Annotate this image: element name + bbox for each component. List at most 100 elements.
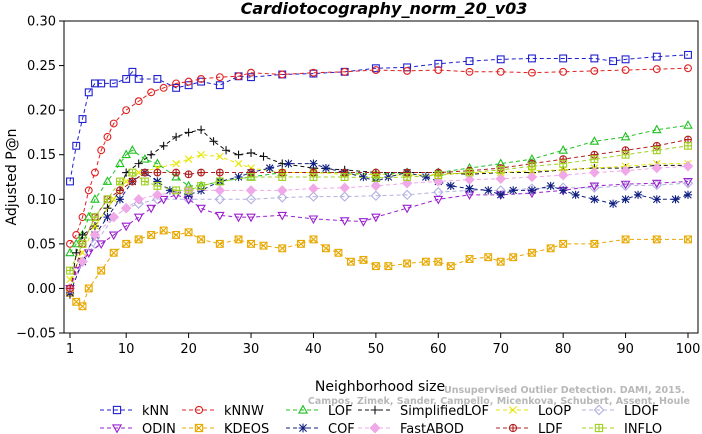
data-point	[66, 284, 74, 293]
data-point	[621, 195, 630, 204]
data-point	[146, 204, 157, 214]
data-point	[184, 128, 193, 137]
x-tick-label: 70	[492, 342, 509, 357]
data-point	[403, 259, 412, 268]
data-point	[340, 67, 349, 76]
data-point	[484, 253, 493, 262]
data-point	[496, 165, 505, 174]
data-point	[84, 186, 93, 195]
data-point	[527, 68, 536, 77]
data-point	[109, 195, 118, 204]
data-point	[590, 155, 599, 164]
data-point	[496, 55, 505, 64]
x-tick-label: 10	[118, 342, 135, 357]
legend-swatch-marker	[194, 405, 204, 415]
data-point	[127, 145, 138, 154]
data-point	[184, 155, 193, 163]
data-point	[91, 168, 99, 177]
data-point	[339, 217, 350, 226]
legend-label: SimplifiedLOF	[400, 404, 489, 419]
data-point	[72, 141, 81, 150]
data-point	[78, 239, 87, 248]
data-point	[370, 180, 382, 192]
data-point	[133, 194, 144, 205]
legend-swatch-marker	[194, 423, 204, 433]
data-point	[246, 148, 256, 158]
data-point	[308, 191, 319, 202]
data-point	[496, 257, 505, 266]
series-layer	[64, 50, 694, 311]
data-point	[278, 244, 287, 253]
data-point	[278, 173, 287, 181]
legend-label: LOF	[328, 404, 353, 419]
data-point	[122, 106, 131, 115]
data-point	[684, 64, 692, 73]
series-FastABOD	[64, 161, 694, 294]
data-point	[682, 178, 694, 189]
data-point	[527, 54, 536, 63]
data-point	[559, 54, 568, 63]
y-tick-label: 0.25	[27, 59, 56, 74]
series-line	[69, 129, 688, 295]
data-point	[234, 159, 243, 168]
data-point	[683, 120, 693, 129]
data-point	[557, 170, 569, 181]
data-point	[140, 153, 150, 163]
data-point	[122, 74, 131, 83]
x-tick-label: 50	[368, 342, 385, 357]
data-point	[652, 52, 661, 61]
data-point	[434, 171, 443, 180]
data-point	[120, 203, 132, 214]
data-point	[66, 177, 74, 186]
data-point	[109, 79, 118, 88]
data-point	[321, 244, 330, 253]
series-line	[69, 67, 689, 245]
data-point	[590, 54, 599, 63]
data-point	[234, 150, 243, 159]
data-point	[172, 132, 181, 141]
data-point	[78, 302, 87, 311]
data-point	[78, 115, 87, 124]
legend-label: kNN	[142, 404, 169, 419]
data-point	[339, 182, 350, 193]
data-point	[121, 222, 132, 232]
data-point	[621, 150, 630, 159]
data-point	[115, 177, 124, 186]
data-point	[215, 239, 224, 248]
data-point	[527, 248, 536, 257]
data-point	[384, 262, 393, 271]
data-point	[128, 177, 137, 186]
data-point	[152, 158, 163, 168]
data-point	[434, 257, 443, 266]
data-point	[652, 195, 661, 204]
legend-item: KDEOS	[182, 422, 269, 434]
data-point	[346, 257, 355, 266]
series-line	[69, 165, 689, 289]
data-point	[559, 67, 568, 76]
data-point	[90, 194, 100, 203]
legend-swatch-marker	[509, 406, 517, 414]
series-line	[69, 182, 689, 289]
data-point	[371, 66, 380, 74]
data-point	[309, 159, 318, 168]
data-point	[197, 77, 206, 86]
legend-item: INFLO	[582, 422, 662, 434]
data-point	[259, 152, 268, 161]
y-tick-label: 0.15	[27, 148, 56, 163]
data-point	[159, 226, 168, 235]
data-point	[446, 181, 455, 190]
data-point	[321, 164, 331, 173]
data-point	[247, 73, 255, 82]
data-point	[590, 195, 599, 204]
data-point	[147, 230, 156, 239]
legend-swatch-marker	[593, 404, 605, 416]
data-point	[433, 195, 444, 205]
data-point	[339, 191, 350, 202]
data-point	[683, 178, 693, 187]
data-point	[214, 194, 226, 205]
data-point	[546, 244, 555, 253]
data-point	[589, 136, 600, 145]
data-point	[97, 79, 106, 88]
data-point	[484, 186, 493, 195]
